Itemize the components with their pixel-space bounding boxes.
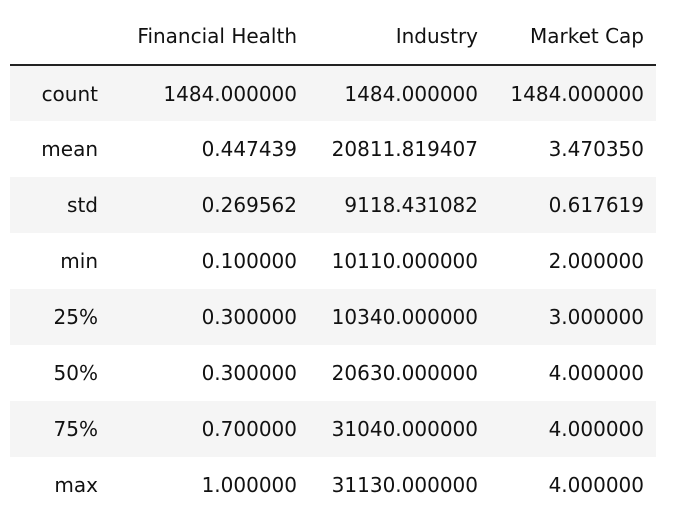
table-cell: 31040.000000 — [331, 417, 478, 441]
table-cell: 31130.000000 — [331, 473, 478, 497]
column-header-financial-health: Financial Health — [110, 8, 309, 66]
row-label: 75% — [53, 417, 98, 441]
table-cell: 2.000000 — [548, 249, 644, 273]
column-header-market-cap: Market Cap — [490, 8, 656, 66]
header-row: Financial Health Industry Market Cap — [10, 8, 656, 66]
table-cell: 1484.000000 — [344, 81, 478, 106]
table-cell: 1484.000000 — [163, 81, 297, 106]
row-label: mean — [41, 137, 98, 161]
table-header: Financial Health Industry Market Cap — [10, 8, 656, 66]
table-cell: 4.000000 — [548, 361, 644, 385]
table-body: count 1484.000000 1484.000000 1484.00000… — [10, 65, 656, 513]
row-label: std — [67, 193, 98, 217]
table-cell: 0.100000 — [201, 249, 297, 273]
table-row: max 1.000000 31130.000000 4.000000 — [10, 457, 656, 513]
index-header — [10, 8, 110, 66]
table-cell: 1484.000000 — [510, 81, 644, 106]
table-row: std 0.269562 9118.431082 0.617619 — [10, 177, 656, 233]
table-cell: 3.470350 — [548, 137, 644, 161]
table-cell: 9118.431082 — [344, 193, 478, 217]
table-row: 25% 0.300000 10340.000000 3.000000 — [10, 289, 656, 345]
table-cell: 4.000000 — [548, 473, 644, 497]
column-header-industry: Industry — [309, 8, 490, 66]
table-cell: 0.447439 — [201, 137, 297, 161]
table-cell: 3.000000 — [548, 305, 644, 329]
table-row: min 0.100000 10110.000000 2.000000 — [10, 233, 656, 289]
row-label: min — [60, 249, 98, 273]
table-cell: 10110.000000 — [331, 249, 478, 273]
describe-table: Financial Health Industry Market Cap cou… — [10, 8, 656, 513]
table-row: count 1484.000000 1484.000000 1484.00000… — [10, 65, 656, 121]
row-label: 50% — [53, 361, 98, 385]
table-row: mean 0.447439 20811.819407 3.470350 — [10, 121, 656, 177]
row-label: count — [41, 81, 98, 106]
table-cell: 10340.000000 — [331, 305, 478, 329]
table-cell: 20811.819407 — [331, 137, 478, 161]
table-cell: 4.000000 — [548, 417, 644, 441]
row-label: 25% — [53, 305, 98, 329]
table-cell: 0.700000 — [201, 417, 297, 441]
row-label: max — [54, 473, 98, 497]
table-row: 75% 0.700000 31040.000000 4.000000 — [10, 401, 656, 457]
table-cell: 0.300000 — [201, 305, 297, 329]
table-cell: 0.617619 — [548, 193, 644, 217]
table-cell: 1.000000 — [201, 473, 297, 497]
table-cell: 0.269562 — [201, 193, 297, 217]
table-cell: 0.300000 — [201, 361, 297, 385]
table-row: 50% 0.300000 20630.000000 4.000000 — [10, 345, 656, 401]
table-cell: 20630.000000 — [331, 361, 478, 385]
